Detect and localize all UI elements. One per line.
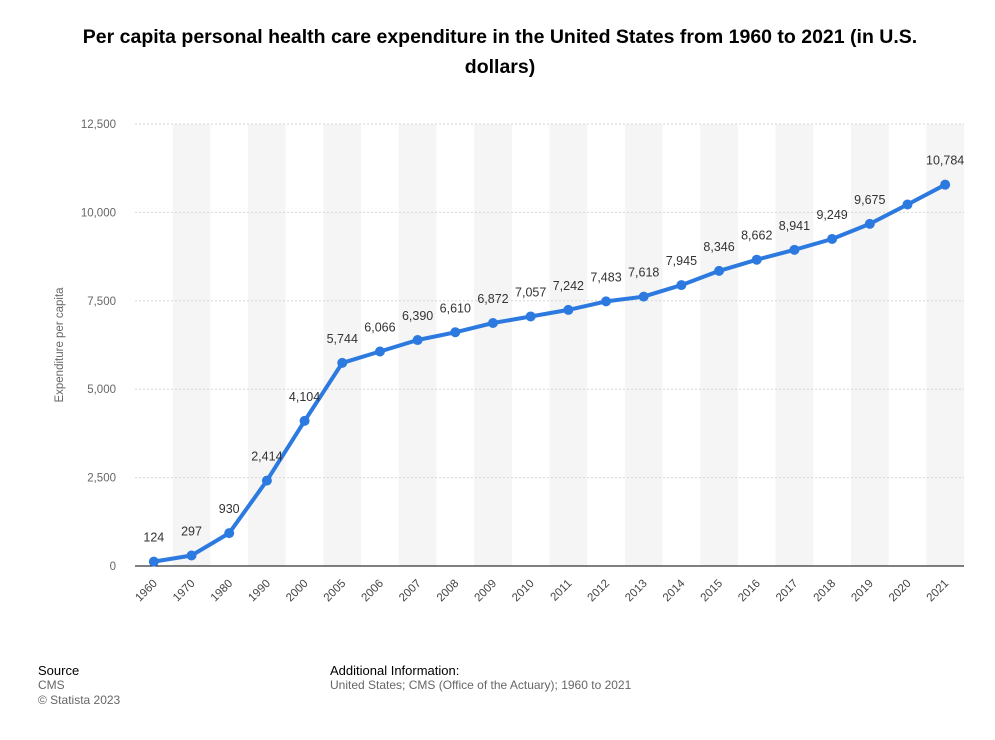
data-point <box>563 304 574 315</box>
chart-svg: 0 2,500 5,000 7,500 10,000 12,500 Expenditure … <box>54 119 964 605</box>
data-point <box>487 318 498 329</box>
data-label: 8,941 <box>779 219 810 233</box>
data-label: 5,744 <box>327 332 358 346</box>
x-tick-label: 2014 <box>661 577 688 604</box>
copyright-text: © Statista 2023 <box>38 693 121 707</box>
background-band <box>248 124 286 566</box>
data-point <box>148 556 159 567</box>
data-label: 9,249 <box>816 208 847 222</box>
x-tick-label: 2005 <box>322 578 349 605</box>
x-tick-label: 2020 <box>887 578 914 605</box>
x-tick-label: 2000 <box>284 578 311 605</box>
data-label: 297 <box>181 524 202 538</box>
x-tick-label: 2021 <box>925 578 952 605</box>
data-label: 10,784 <box>926 154 964 168</box>
background-band <box>323 124 362 566</box>
chart-title: Per capita personal health care expendit… <box>82 26 918 78</box>
data-point <box>224 528 235 539</box>
data-label: 930 <box>219 502 240 516</box>
data-label: 8,346 <box>703 240 734 254</box>
x-tick-label: 2007 <box>397 578 424 605</box>
data-point <box>412 335 423 346</box>
y-tick-label: 5,000 <box>87 384 116 396</box>
data-label: 2,414 <box>251 450 282 464</box>
x-tick-label: 2015 <box>699 578 726 605</box>
data-point <box>827 233 838 244</box>
data-label: 7,618 <box>628 266 659 280</box>
series-line <box>151 182 948 564</box>
data-point <box>450 327 461 338</box>
x-tick-label: 2008 <box>435 578 462 605</box>
x-tick-label: 2016 <box>736 578 763 605</box>
x-tick-label: 2019 <box>849 578 876 605</box>
data-label: 8,662 <box>741 229 772 243</box>
x-tick-label: 1960 <box>133 578 160 605</box>
data-point <box>525 311 536 322</box>
data-label: 7,483 <box>590 270 621 284</box>
y-tick-label: 10,000 <box>81 207 116 219</box>
data-point <box>864 218 875 229</box>
background-band <box>549 124 588 566</box>
data-point <box>374 346 385 357</box>
data-label: 6,872 <box>477 292 508 306</box>
data-point <box>261 475 272 486</box>
x-tick-label: 2009 <box>473 578 500 605</box>
background-band <box>172 124 211 566</box>
y-axis-title: Expenditure per capita <box>54 287 66 403</box>
source-heading: Source <box>38 663 80 678</box>
y-tick-label: 0 <box>110 561 116 573</box>
data-point <box>186 550 197 561</box>
x-tick-label: 2018 <box>812 578 839 605</box>
data-label: 6,610 <box>440 301 471 315</box>
data-label: 7,945 <box>666 254 697 268</box>
x-tick-label: 2012 <box>586 578 613 605</box>
source-block: Source CMS © Statista 2023 <box>38 663 120 708</box>
background-band <box>926 124 964 566</box>
data-point <box>299 415 310 426</box>
data-label: 124 <box>143 531 164 545</box>
data-point <box>751 254 762 265</box>
background-band <box>700 124 738 566</box>
data-point <box>337 357 348 368</box>
background-band <box>624 124 663 566</box>
source-name[interactable]: CMS <box>38 678 65 692</box>
x-tick-label: 2017 <box>774 578 801 605</box>
x-tick-label: 1990 <box>246 578 273 605</box>
x-tick-label: 1980 <box>209 578 236 605</box>
y-tick-label: 2,500 <box>87 473 116 485</box>
x-tick-label: 2006 <box>359 578 386 605</box>
y-tick-label: 7,500 <box>87 296 116 308</box>
data-point <box>902 199 913 210</box>
background-band <box>775 124 814 566</box>
data-point <box>789 244 800 255</box>
additional-info-block: Additional Information: United States; C… <box>330 663 631 693</box>
x-tick-label: 2013 <box>623 578 650 605</box>
data-point <box>638 291 649 302</box>
data-point <box>940 179 951 190</box>
data-label: 6,390 <box>402 309 433 323</box>
data-label: 7,242 <box>553 279 584 293</box>
background-band <box>850 124 889 566</box>
data-label: 7,057 <box>515 285 546 299</box>
background-band <box>474 124 512 566</box>
data-label: 9,675 <box>854 193 885 207</box>
x-tick-label: 2010 <box>510 578 537 605</box>
data-point <box>676 280 687 291</box>
data-point <box>601 296 612 307</box>
additional-info-heading: Additional Information: <box>330 663 460 678</box>
data-label: 4,104 <box>289 390 320 404</box>
data-label: 6,066 <box>364 321 395 335</box>
y-tick-label: 12,500 <box>81 119 116 131</box>
data-point <box>714 265 725 276</box>
x-tick-label: 1970 <box>171 578 198 605</box>
additional-info-text: United States; CMS (Office of the Actuar… <box>330 678 632 692</box>
x-tick-label: 2011 <box>548 578 574 604</box>
